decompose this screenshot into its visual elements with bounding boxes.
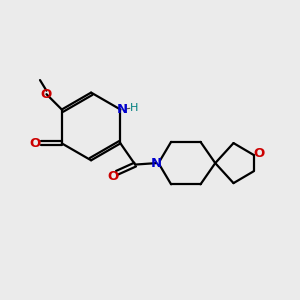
Text: N: N bbox=[116, 103, 128, 116]
Text: O: O bbox=[253, 147, 264, 160]
Text: N: N bbox=[151, 157, 162, 169]
Text: O: O bbox=[108, 170, 119, 183]
Text: O: O bbox=[41, 88, 52, 101]
Text: O: O bbox=[30, 137, 41, 150]
Text: H: H bbox=[130, 103, 138, 113]
